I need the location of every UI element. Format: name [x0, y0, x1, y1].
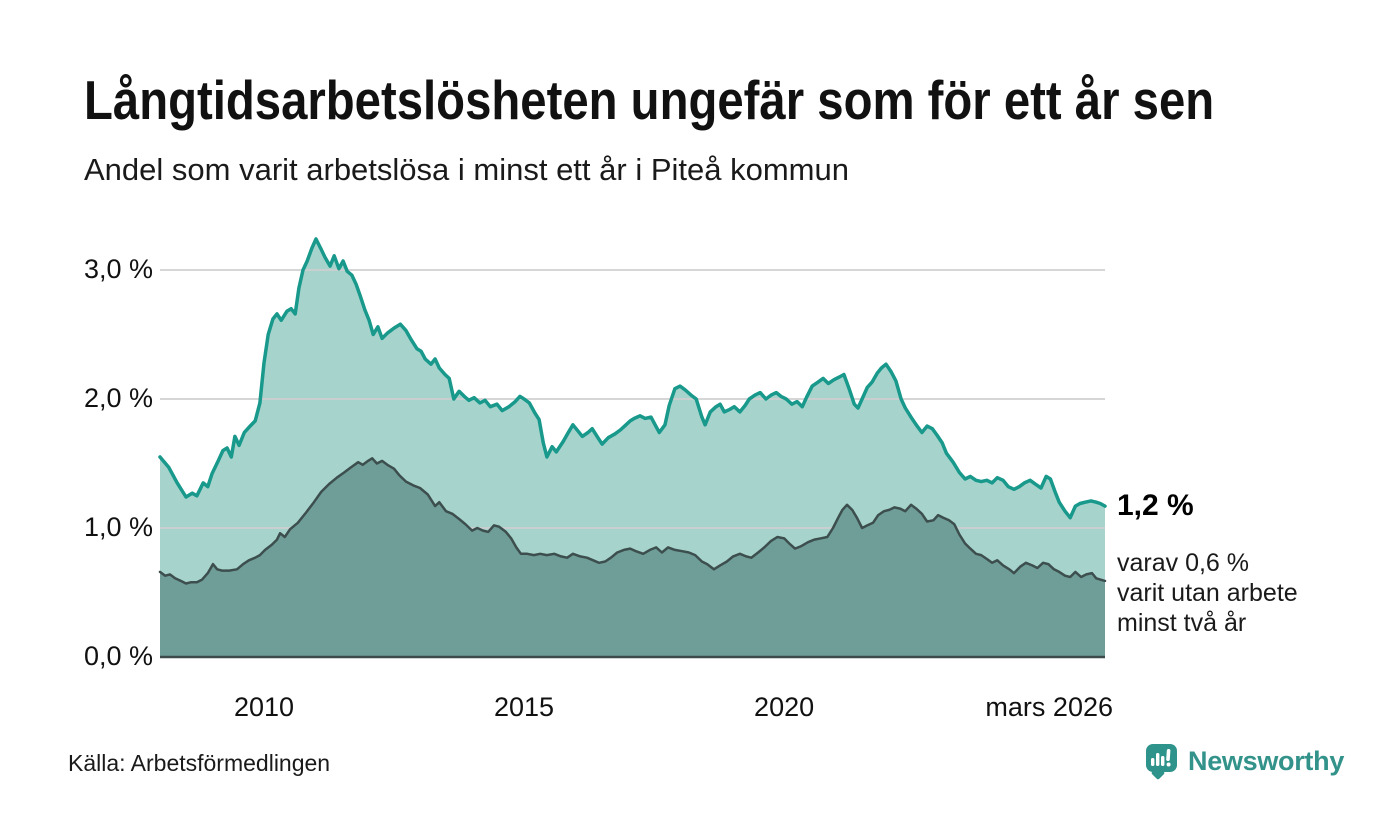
annotation-line: varit utan arbete — [1117, 579, 1298, 607]
page-title: Långtidsarbetslösheten ungefär som för e… — [84, 69, 1215, 131]
source-credit: Källa: Arbetsförmedlingen — [68, 750, 331, 776]
x-tick-label: 2020 — [754, 692, 815, 722]
latest-value-label: 1,2 % — [1117, 489, 1194, 522]
brand-wordmark: Newsworthy — [1188, 745, 1345, 776]
y-tick-label: 0,0 % — [83, 640, 153, 671]
annotation-line: varav 0,6 % — [1117, 549, 1250, 577]
page-subtitle: Andel som varit arbetslösa i minst ett å… — [84, 152, 849, 187]
y-tick-label: 3,0 % — [83, 253, 153, 284]
x-tick-label: mars 2026 — [985, 692, 1113, 722]
annotation-line: minst två år — [1117, 609, 1247, 637]
area-very-long-term-unemployed — [160, 458, 1105, 657]
bar-chart-glyph — [1151, 748, 1171, 766]
x-tick-label: 2010 — [233, 692, 295, 722]
line-long-term-unemployed — [158, 237, 1107, 520]
y-tick-label: 1,0 % — [83, 511, 153, 542]
y-tick-label: 2,0 % — [83, 382, 153, 413]
newsworthy-icon — [1146, 743, 1177, 780]
brand-logo: Newsworthy — [1146, 741, 1344, 781]
x-tick-label: 2015 — [494, 692, 555, 722]
line-very-long-term-unemployed — [158, 457, 1107, 585]
annotation-text: varav 0,6 % varit utan arbete minst två … — [1117, 548, 1298, 638]
